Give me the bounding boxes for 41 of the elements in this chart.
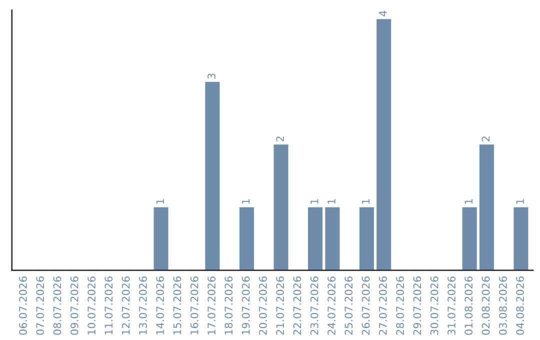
x-tick-label: 31.07.2026 <box>448 276 456 335</box>
x-tick-label: 13.07.2026 <box>139 276 147 334</box>
x-tick-label: 19.07.2026 <box>242 276 250 334</box>
data-label: 1 <box>362 199 370 204</box>
x-tick-label: 17.07.2026 <box>208 276 216 334</box>
x-tick-label: 24.07.2026 <box>328 276 336 335</box>
x-tick-label: 03.08.2026 <box>498 276 507 335</box>
x-tick-label: 15.07.2026 <box>173 276 182 334</box>
x-tick-label: 07.07.2026 <box>36 276 44 335</box>
x-tick-label: 12.07.2026 <box>122 276 130 334</box>
data-label: 1 <box>242 199 250 204</box>
x-tick-label: 18.07.2026 <box>224 276 233 334</box>
x-tick-label: 10.07.2026 <box>88 276 96 334</box>
x-tick-label: 25.07.2026 <box>344 276 353 335</box>
x-tick-label: 27.07.2026 <box>378 276 387 335</box>
x-tick-label: 14.07.2026 <box>156 276 164 334</box>
x-tick-label: 06.07.2026 <box>19 276 27 335</box>
x-tick-label: 02.08.2026 <box>482 276 490 335</box>
x-tick-label: 21.07.2026 <box>276 276 284 335</box>
data-label: 1 <box>516 199 524 204</box>
x-tick-label: 16.07.2026 <box>190 276 198 334</box>
x-tick-label: 26.07.2026 <box>362 276 370 335</box>
x-tick-label: 23.07.2026 <box>310 276 318 335</box>
data-label: 2 <box>482 136 490 142</box>
data-label: 4 <box>379 10 387 16</box>
x-tick-label: 28.07.2026 <box>396 276 404 335</box>
x-tick-label: 22.07.2026 <box>293 276 302 335</box>
x-tick-label: 09.07.2026 <box>70 276 78 335</box>
data-label: 2 <box>276 136 284 142</box>
x-tick-label: 11.07.2026 <box>104 276 113 334</box>
data-label: 1 <box>156 199 164 204</box>
data-label: 1 <box>464 199 472 204</box>
x-tick-label: 04.08.2026 <box>516 276 524 335</box>
data-label: 3 <box>208 74 216 79</box>
x-tick-label: 08.07.2026 <box>53 276 62 335</box>
data-label: 1 <box>328 199 336 204</box>
x-tick-label: 30.07.2026 <box>430 276 438 335</box>
x-tick-label: 01.08.2026 <box>464 276 473 335</box>
x-tick-label: 29.07.2026 <box>413 276 422 335</box>
x-tick-label: 20.07.2026 <box>259 276 267 335</box>
data-label: 1 <box>310 199 318 204</box>
